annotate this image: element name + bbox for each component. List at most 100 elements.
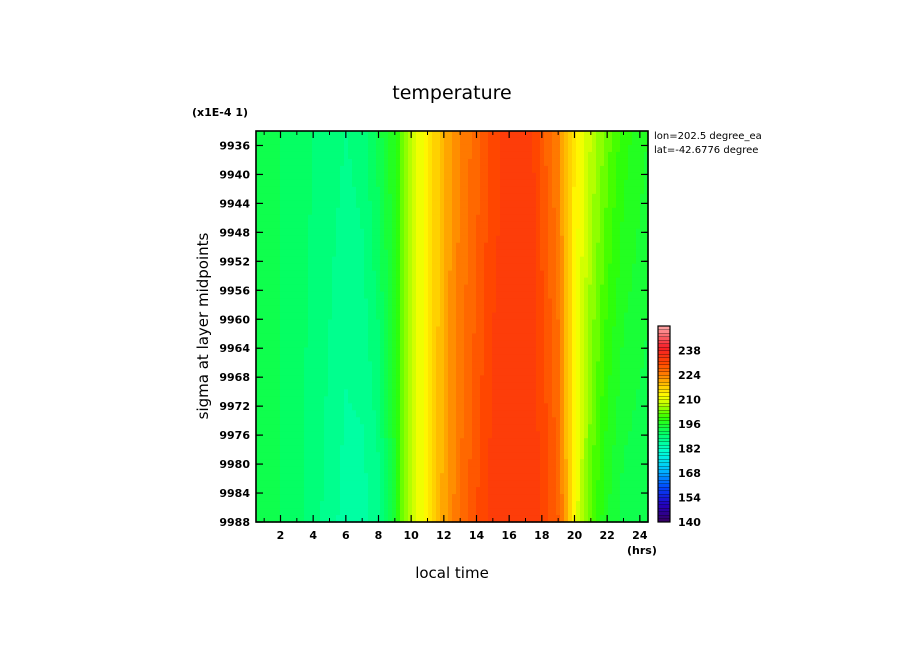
heatmap-cell [368, 207, 373, 216]
heatmap-cell [432, 284, 437, 293]
heatmap-cell [404, 235, 409, 244]
heatmap-cell [284, 193, 289, 202]
heatmap-cell [512, 144, 517, 153]
heatmap-cell [532, 494, 537, 502]
heatmap-cell [332, 459, 337, 467]
heatmap-cell [476, 375, 481, 383]
heatmap-cell [388, 158, 393, 167]
heatmap-cell [544, 305, 549, 314]
heatmap-cell [580, 284, 585, 293]
heatmap-cell [464, 417, 469, 425]
heatmap-cell [264, 431, 269, 439]
heatmap-cell [608, 228, 613, 237]
heatmap-cell [612, 186, 617, 195]
heatmap-cell [284, 305, 289, 314]
heatmap-cell [568, 445, 573, 453]
heatmap-cell [424, 403, 429, 411]
heatmap-cell [600, 270, 605, 279]
heatmap-cell [292, 151, 297, 160]
heatmap-cell [256, 305, 261, 314]
heatmap-cell [592, 445, 597, 453]
heatmap-cell [412, 242, 417, 251]
heatmap-cell [364, 214, 369, 223]
heatmap-cell [468, 256, 473, 265]
heatmap-cell [272, 319, 277, 328]
heatmap-cell [356, 445, 361, 453]
heatmap-cell [504, 508, 509, 516]
heatmap-cell [488, 256, 493, 265]
heatmap-cell [600, 207, 605, 216]
heatmap-cell [516, 193, 521, 202]
heatmap-cell [392, 508, 397, 516]
heatmap-cell [376, 284, 381, 293]
heatmap-cell [316, 333, 321, 342]
heatmap-cell [436, 445, 441, 453]
heatmap-cell [488, 151, 493, 160]
heatmap-cell [328, 249, 333, 258]
heatmap-cell [360, 270, 365, 279]
heatmap-cell [380, 242, 385, 251]
heatmap-cell [336, 424, 341, 432]
heatmap-cell [388, 131, 393, 139]
heatmap-cell [368, 200, 373, 209]
heatmap-cell [560, 151, 565, 160]
heatmap-cell [524, 137, 529, 146]
heatmap-cell [464, 305, 469, 314]
heatmap-cell [468, 473, 473, 481]
heatmap-cell [476, 256, 481, 265]
heatmap-cell [584, 452, 589, 460]
heatmap-cell [492, 431, 497, 439]
heatmap-cell [548, 361, 553, 369]
heatmap-cell [452, 389, 457, 397]
heatmap-cell [404, 347, 409, 356]
heatmap-cell [300, 501, 305, 509]
heatmap-cell [496, 179, 501, 188]
heatmap-cell [392, 389, 397, 397]
heatmap-cell [568, 424, 573, 432]
heatmap-cell [436, 480, 441, 488]
heatmap-cell [444, 347, 449, 356]
heatmap-cell [364, 131, 369, 139]
heatmap-cell [440, 382, 445, 390]
heatmap-cell [312, 368, 317, 376]
heatmap-cell [480, 431, 485, 439]
heatmap-cell [384, 508, 389, 516]
heatmap-cell [488, 270, 493, 279]
heatmap-cell [292, 305, 297, 314]
heatmap-cell [528, 494, 533, 502]
heatmap-cell [264, 480, 269, 488]
heatmap-cell [288, 284, 293, 293]
heatmap-cell [304, 445, 309, 453]
heatmap-cell [424, 368, 429, 376]
heatmap-cell [292, 277, 297, 286]
heatmap-cell [280, 207, 285, 216]
heatmap-cell [396, 193, 401, 202]
heatmap-cell [280, 172, 285, 181]
heatmap-cell [448, 403, 453, 411]
heatmap-cell [316, 473, 321, 481]
heatmap-cell [420, 200, 425, 209]
heatmap-cell [376, 263, 381, 272]
heatmap-cell [584, 333, 589, 342]
heatmap-cell [472, 431, 477, 439]
heatmap-cell [468, 193, 473, 202]
heatmap-cell [280, 340, 285, 349]
heatmap-cell [292, 347, 297, 356]
heatmap-cell [500, 508, 505, 516]
heatmap-cell [384, 131, 389, 139]
heatmap-cell [560, 298, 565, 307]
heatmap-cell [516, 480, 521, 488]
heatmap-cell [400, 368, 405, 376]
heatmap-cell [284, 291, 289, 300]
heatmap-cell [520, 158, 525, 167]
heatmap-cell [276, 417, 281, 425]
heatmap-cell [264, 466, 269, 474]
heatmap-cell [468, 207, 473, 216]
heatmap-cell [516, 368, 521, 376]
heatmap-cell [560, 179, 565, 188]
heatmap-cell [392, 242, 397, 251]
heatmap-cell [460, 403, 465, 411]
heatmap-cell [580, 158, 585, 167]
heatmap-cell [564, 515, 569, 523]
heatmap-cell [548, 368, 553, 376]
